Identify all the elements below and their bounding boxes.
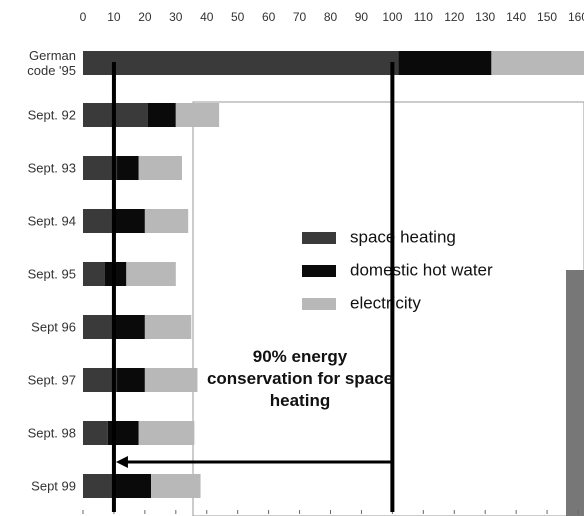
bar-segment xyxy=(147,103,176,127)
bar-segment xyxy=(151,474,201,498)
x-tick-label: 100 xyxy=(382,10,402,24)
bar-segment xyxy=(113,315,145,339)
category-label: Sept. 92 xyxy=(27,107,76,123)
bar-segment xyxy=(83,51,399,75)
panel xyxy=(192,101,584,516)
x-tick-label: 30 xyxy=(169,10,183,24)
bar-segment xyxy=(83,156,118,180)
legend-swatch xyxy=(302,298,336,310)
bar-segment xyxy=(113,474,152,498)
bar-segment xyxy=(144,315,192,339)
legend-label: domestic hot water xyxy=(350,260,493,279)
bar-segment xyxy=(83,368,118,392)
category-label: Sept. 98 xyxy=(27,425,76,441)
x-tick-label: 150 xyxy=(537,10,557,24)
x-tick-label: 90 xyxy=(355,10,369,24)
category-label: Sept. 95 xyxy=(27,266,76,282)
x-tick-label: 0 xyxy=(80,10,87,24)
category-label: Sept. 93 xyxy=(27,160,76,176)
x-tick-label: 10 xyxy=(107,10,121,24)
x-tick-label: 40 xyxy=(200,10,214,24)
arrow-head xyxy=(115,456,128,468)
x-tick-label: 80 xyxy=(324,10,338,24)
category-label: Sept. 94 xyxy=(27,213,76,229)
category-label: Sept 99 xyxy=(31,478,76,494)
x-tick-label: 50 xyxy=(231,10,245,24)
bar-segment xyxy=(117,156,139,180)
bar-segment xyxy=(144,209,189,233)
bar-segment xyxy=(83,421,108,445)
bar-segment xyxy=(491,51,584,75)
legend-swatch xyxy=(302,265,336,277)
x-tick-label: 110 xyxy=(414,10,433,24)
bar-segment xyxy=(83,209,114,233)
x-tick-label: 130 xyxy=(475,10,495,24)
legend-swatch xyxy=(302,232,336,244)
x-tick-label: 70 xyxy=(293,10,307,24)
bar-segment xyxy=(175,103,220,127)
x-tick-label: 160 xyxy=(568,10,584,24)
x-tick-label: 120 xyxy=(444,10,464,24)
bar-segment xyxy=(144,368,198,392)
bar-segment xyxy=(117,368,145,392)
category-label: Sept 96 xyxy=(31,319,76,335)
bar-segment xyxy=(83,315,114,339)
x-tick-label: 140 xyxy=(506,10,526,24)
bar-segment xyxy=(138,156,182,180)
bar-segment xyxy=(126,262,176,286)
category-label: German code '95 xyxy=(27,48,76,78)
annotation: 90% energy conservation for space heatin… xyxy=(206,347,394,410)
bar-segment xyxy=(398,51,492,75)
category-label: Sept. 97 xyxy=(27,372,76,388)
bar-segment xyxy=(138,421,195,445)
bar-segment xyxy=(83,474,114,498)
legend-label: electricity xyxy=(350,293,421,312)
legend-label: space heating xyxy=(350,227,456,246)
bar-segment xyxy=(83,262,105,286)
bar-segment xyxy=(113,209,145,233)
x-tick-label: 60 xyxy=(262,10,276,24)
x-tick-label: 20 xyxy=(138,10,152,24)
photo-fragment xyxy=(566,270,584,516)
